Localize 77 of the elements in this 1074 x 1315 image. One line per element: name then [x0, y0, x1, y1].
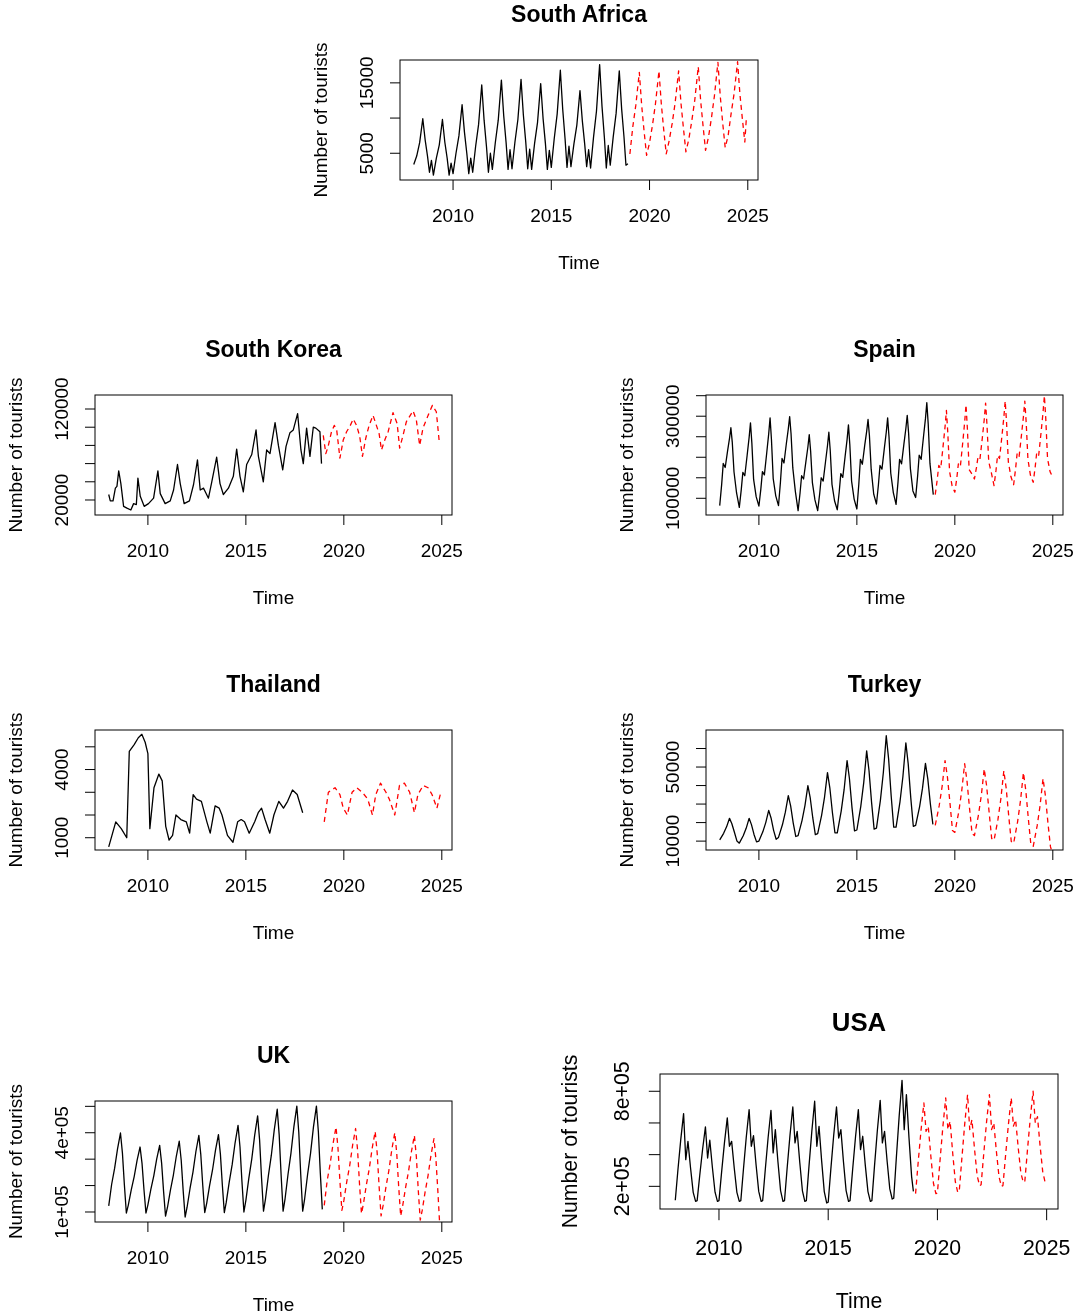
- x-tick-label: 2010: [126, 1246, 170, 1268]
- line-series: [108, 412, 323, 511]
- line-series: [914, 1090, 1046, 1195]
- chart-title: USA: [831, 1008, 887, 1037]
- x-axis-title: Time: [252, 1293, 295, 1315]
- chart-title: South Korea: [205, 336, 343, 362]
- chart-title: Thailand: [226, 671, 321, 697]
- x-tick-label: 2025: [1031, 539, 1074, 561]
- x-tick-label: 2020: [933, 539, 976, 561]
- line-series: [323, 1126, 441, 1221]
- x-tick-label: 2020: [628, 204, 671, 226]
- x-tick-label: 2015: [224, 1246, 268, 1268]
- x-tick-label: 2015: [224, 539, 268, 561]
- x-tick-label: 2025: [726, 204, 769, 226]
- chart-title: Spain: [853, 336, 916, 362]
- chart-title: UK: [256, 1042, 291, 1068]
- x-tick-label: 2025: [420, 874, 463, 896]
- x-tick-label: 2010: [126, 539, 170, 561]
- x-tick-label: 2010: [695, 1236, 743, 1261]
- x-axis-title: Time: [863, 921, 906, 943]
- line-series: [719, 735, 934, 844]
- y-tick-label: 2e+05: [609, 1156, 634, 1217]
- x-tick-label: 2010: [737, 874, 781, 896]
- x-tick-label: 2020: [933, 874, 976, 896]
- y-axis-title: Number of tourists: [4, 1083, 26, 1240]
- x-tick-label: 2015: [224, 874, 268, 896]
- x-tick-label: 2015: [530, 204, 573, 226]
- line-series: [934, 395, 1053, 496]
- chart-title: South Africa: [511, 1, 648, 27]
- y-tick-label: 4e+05: [50, 1106, 72, 1160]
- y-axis-title: Number of tourists: [558, 1054, 583, 1229]
- line-series: [674, 1079, 915, 1204]
- y-axis-title: Number of tourists: [4, 377, 26, 533]
- y-tick-label: 20000: [50, 473, 72, 527]
- y-tick-label: 1000: [50, 816, 72, 859]
- x-tick-label: 2010: [737, 539, 781, 561]
- x-tick-label: 2025: [420, 1246, 463, 1268]
- x-axis-title: Time: [863, 586, 906, 608]
- line-series: [934, 759, 1052, 851]
- x-tick-label: 2015: [835, 539, 879, 561]
- y-tick-label: 15000: [355, 56, 377, 110]
- line-series: [323, 782, 441, 823]
- chart-title: Turkey: [847, 671, 922, 697]
- y-tick-label: 120000: [50, 377, 72, 441]
- y-axis-title: Number of tourists: [4, 712, 26, 868]
- y-axis-title: Number of tourists: [615, 712, 637, 868]
- line-series: [108, 733, 304, 848]
- y-axis-title: Number of tourists: [615, 377, 637, 533]
- x-axis-title: Time: [252, 586, 295, 608]
- x-axis-title: Time: [252, 921, 295, 943]
- y-tick-label: 50000: [661, 740, 683, 794]
- y-tick-label: 100000: [661, 466, 683, 530]
- line-series: [629, 61, 747, 157]
- y-tick-label: 10000: [661, 814, 683, 868]
- line-series: [413, 63, 629, 176]
- x-tick-label: 2020: [322, 539, 365, 561]
- x-axis-title: Time: [558, 251, 600, 273]
- y-tick-label: 5000: [355, 132, 377, 175]
- x-tick-label: 2025: [1022, 1236, 1071, 1261]
- x-tick-label: 2010: [126, 874, 170, 896]
- x-tick-label: 2025: [420, 539, 463, 561]
- x-tick-label: 2020: [322, 1246, 365, 1268]
- y-axis-title: Number of tourists: [309, 42, 331, 198]
- y-tick-label: 8e+05: [609, 1061, 634, 1122]
- x-tick-label: 2010: [431, 204, 475, 226]
- y-tick-label: 4000: [50, 748, 72, 791]
- y-tick-label: 300000: [661, 384, 683, 448]
- x-tick-label: 2015: [804, 1236, 852, 1261]
- x-tick-label: 2025: [1031, 874, 1074, 896]
- x-tick-label: 2020: [913, 1236, 962, 1261]
- line-series: [322, 404, 440, 459]
- line-series: [108, 1105, 323, 1218]
- x-tick-label: 2015: [835, 874, 879, 896]
- x-axis-title: Time: [835, 1288, 883, 1313]
- line-series: [719, 402, 934, 512]
- x-tick-label: 2020: [322, 874, 365, 896]
- y-tick-label: 1e+05: [50, 1185, 72, 1239]
